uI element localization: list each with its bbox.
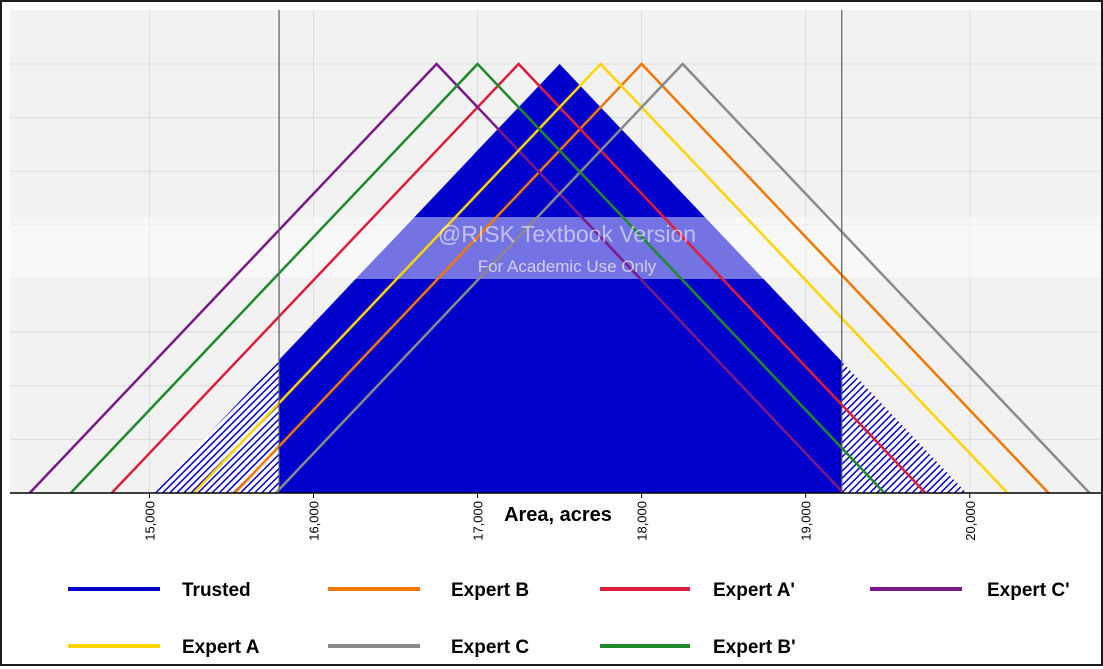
x-tick-label: 15,000 <box>142 501 157 541</box>
series-line-expert-b <box>233 62 1050 493</box>
x-tick-label: 17,000 <box>471 501 486 541</box>
legend-label: Trusted <box>182 580 251 601</box>
legend: Trusted Expert B Expert A' Expert C' Expert … <box>68 580 1070 658</box>
legend-label: Expert C <box>451 637 529 658</box>
legend-label: Expert C' <box>987 580 1070 601</box>
watermark-subtitle: For Academic Use Only <box>478 257 657 276</box>
watermark-band <box>10 217 1101 279</box>
legend-label: Expert A' <box>713 580 795 601</box>
legend-label: Expert A <box>182 637 260 658</box>
series-line-expert-b <box>69 62 886 493</box>
x-tick-label: 20,000 <box>963 501 978 541</box>
plot-area: @RISK Textbook Version For Academic Use O… <box>10 10 1101 493</box>
series-line-expert-c <box>274 62 1091 493</box>
series-line-expert-a <box>192 62 1009 493</box>
legend-label: Expert B <box>451 580 529 601</box>
x-tick-label: 16,000 <box>307 501 322 541</box>
x-tick-label: 19,000 <box>799 501 814 541</box>
series-line-expert-c <box>28 62 845 493</box>
x-axis: 15,000 16,000 17,000 18,000 19,000 20,000 Area… <box>10 492 1101 541</box>
series-line-expert-a <box>110 62 927 493</box>
trusted-area <box>279 64 842 493</box>
x-axis-title: Area, acres <box>504 504 612 526</box>
x-tick-label: 18,000 <box>635 501 650 541</box>
legend-label: Expert B' <box>713 637 796 658</box>
watermark-title: @RISK Textbook Version <box>438 221 696 247</box>
